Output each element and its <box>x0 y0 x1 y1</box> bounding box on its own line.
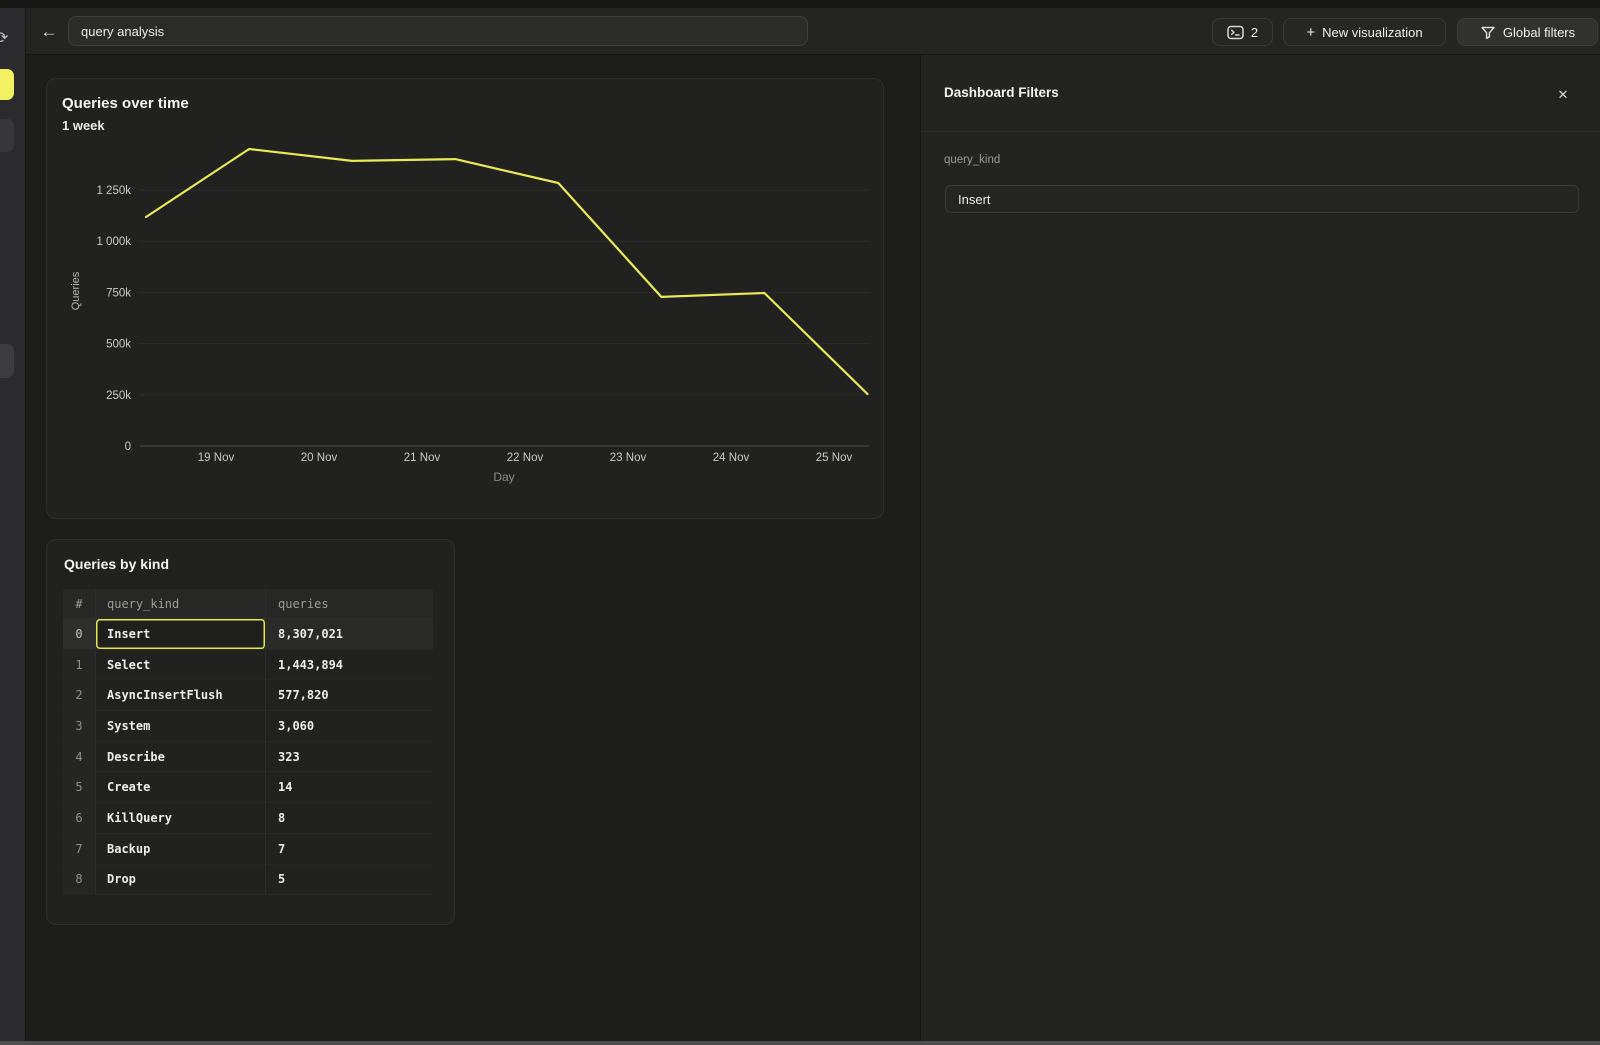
cell-queries[interactable]: 8 <box>278 810 286 825</box>
queries-by-kind-card[interactable]: Queries by kind # query_kind queries 0 Inser… <box>46 539 455 925</box>
table-row: 7 Backup 7 <box>63 833 433 865</box>
sidebar-item-active[interactable] <box>0 69 14 100</box>
history-icon[interactable]: ⟳ <box>0 28 8 48</box>
column-header-index[interactable]: # <box>63 589 96 618</box>
row-index: 4 <box>63 741 96 772</box>
plus-icon: + <box>1306 23 1316 41</box>
filters-panel-title: Dashboard Filters <box>944 85 1059 100</box>
cell-queries[interactable]: 14 <box>278 780 293 795</box>
queries-over-time-card[interactable]: Queries over time 1 week 0 250k 500k 750k 1 … <box>46 78 884 519</box>
query-kind-filter-input[interactable]: Insert <box>945 185 1579 213</box>
new-visualization-button[interactable]: + New visualization <box>1283 18 1446 46</box>
back-button[interactable]: ← <box>36 19 62 45</box>
table-row: 4 Describe 323 <box>63 741 433 773</box>
cell-queries[interactable]: 577,820 <box>278 688 329 703</box>
y-tick-label: 1 250k <box>96 185 131 197</box>
x-tick-label: 24 Nov <box>713 452 750 464</box>
top-toolbar: ← query analysis 2 + New visualization G… <box>26 8 1600 55</box>
dashboard-title-value: query analysis <box>81 23 165 39</box>
chart-subtitle: 1 week <box>62 118 105 133</box>
chart-title: Queries over time <box>62 95 189 112</box>
cell-query-kind[interactable]: Create <box>96 772 266 803</box>
column-header-query-kind[interactable]: query_kind <box>96 589 266 618</box>
dashboard-title-input[interactable]: query analysis <box>68 16 808 46</box>
x-tick-label: 19 Nov <box>198 452 235 464</box>
cell-query-kind[interactable]: System <box>96 711 266 741</box>
cell-queries[interactable]: 7 <box>278 841 286 856</box>
table-row: 0 Insert 8,307,021 <box>63 619 433 650</box>
cell-query-kind[interactable]: AsyncInsertFlush <box>96 680 266 711</box>
cell-query-kind[interactable]: Insert <box>96 619 266 649</box>
cell-queries[interactable]: 1,443,894 <box>278 657 344 672</box>
row-index: 0 <box>63 619 96 649</box>
row-index: 6 <box>63 803 96 833</box>
y-tick-label: 1 000k <box>96 236 131 248</box>
cell-queries[interactable]: 8,307,021 <box>278 626 344 641</box>
row-index: 5 <box>63 772 96 803</box>
panel-divider <box>921 131 1600 132</box>
cell-query-kind[interactable]: Drop <box>96 864 266 895</box>
x-tick-label: 21 Nov <box>404 452 441 464</box>
sidebar-item[interactable] <box>0 344 14 378</box>
table-title: Queries by kind <box>64 556 170 572</box>
y-tick-label: 250k <box>106 390 131 402</box>
query-tabs-count: 2 <box>1250 24 1259 40</box>
cell-query-kind[interactable]: KillQuery <box>96 803 266 833</box>
row-index: 8 <box>63 864 96 895</box>
x-tick-label: 22 Nov <box>507 452 544 464</box>
row-index: 1 <box>63 649 96 680</box>
queries-table: # query_kind queries 0 Insert 8,307,021 1 Selec… <box>63 589 433 896</box>
dashboard-filters-panel: Dashboard Filters ✕ query_kind Insert <box>920 55 1600 1041</box>
y-axis-title: Queries <box>70 271 82 310</box>
cell-queries[interactable]: 323 <box>278 749 300 764</box>
table-header-row: # query_kind queries <box>63 589 433 619</box>
table-row: 8 Drop 5 <box>63 864 433 896</box>
new-visualization-label: New visualization <box>1322 24 1423 40</box>
global-filters-label: Global filters <box>1502 24 1576 40</box>
x-axis-title: Day <box>493 470 514 484</box>
arrow-left-icon: ← <box>40 22 58 41</box>
queries-line-chart: 0 250k 500k 750k 1 000k 1 250k 19 Nov 20 Nov 21 … <box>70 147 869 484</box>
cell-query-kind[interactable]: Describe <box>96 741 266 772</box>
close-icon[interactable]: ✕ <box>1557 87 1569 102</box>
row-index: 3 <box>63 711 96 741</box>
table-row: 2 AsyncInsertFlush 577,820 <box>63 680 433 712</box>
terminal-icon <box>1227 25 1244 40</box>
column-header-queries[interactable]: queries <box>278 596 329 611</box>
line-series[interactable] <box>144 147 869 396</box>
funnel-icon <box>1480 25 1496 40</box>
y-tick-label: 750k <box>106 287 131 299</box>
filter-field-label: query_kind <box>944 154 1001 166</box>
table-row: 6 KillQuery 8 <box>63 803 433 834</box>
window-top-edge <box>0 0 1600 8</box>
left-sidebar: ⟳ <box>0 8 26 1041</box>
y-tick-label: 0 <box>125 441 131 453</box>
x-tick-label: 25 Nov <box>816 452 853 464</box>
row-index: 2 <box>63 680 96 711</box>
y-tick-label: 500k <box>106 339 131 351</box>
cell-query-kind[interactable]: Select <box>96 649 266 680</box>
global-filters-button[interactable]: Global filters <box>1457 18 1598 46</box>
x-tick-label: 20 Nov <box>301 452 338 464</box>
dashboard-canvas: Queries over time 1 week 0 250k 500k 750k 1 … <box>26 55 920 1041</box>
cell-query-kind[interactable]: Backup <box>96 833 266 864</box>
table-row: 3 System 3,060 <box>63 711 433 742</box>
window-bottom-edge <box>0 1041 1600 1045</box>
query-kind-filter-value: Insert <box>958 191 991 207</box>
query-tabs-button[interactable]: 2 <box>1212 18 1273 46</box>
sidebar-item[interactable] <box>0 119 14 152</box>
table-row: 5 Create 14 <box>63 772 433 804</box>
cell-queries[interactable]: 3,060 <box>278 718 315 733</box>
table-row: 1 Select 1,443,894 <box>63 649 433 681</box>
x-tick-label: 23 Nov <box>610 452 647 464</box>
row-index: 7 <box>63 833 96 864</box>
cell-queries[interactable]: 5 <box>278 872 286 887</box>
